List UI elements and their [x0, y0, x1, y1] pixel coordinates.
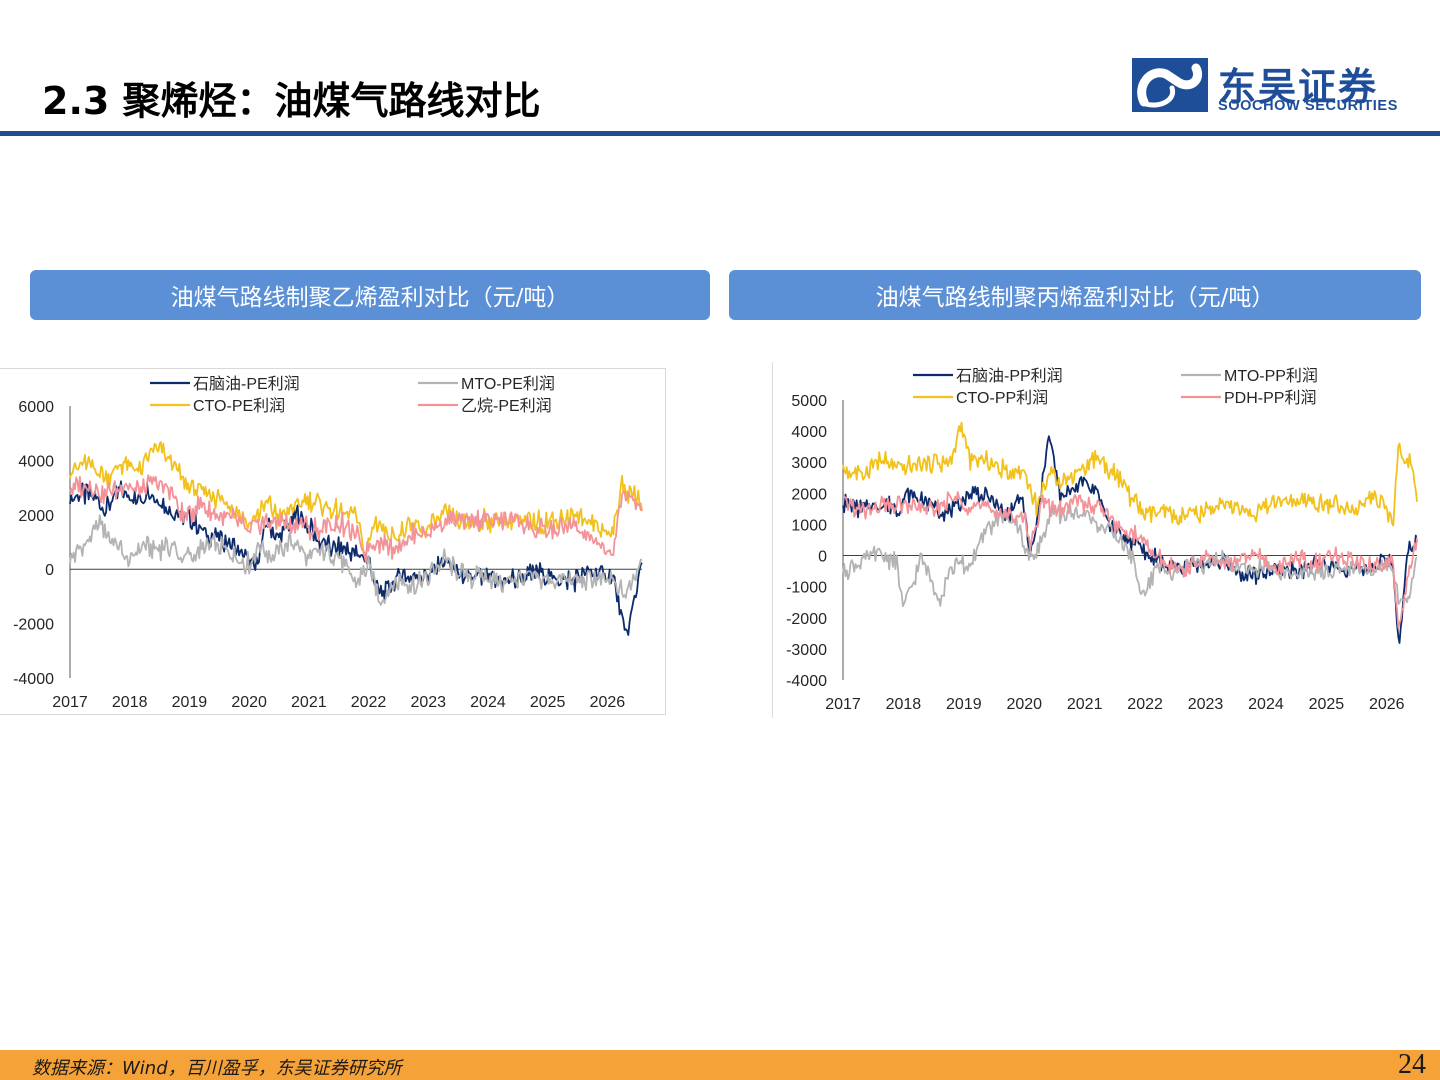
y-tick-label: 4000 — [791, 424, 827, 441]
x-tick-label: 2023 — [1188, 696, 1224, 713]
company-logo: 东吴证券 SOOCHOW SECURITIES — [1132, 56, 1412, 116]
pe-profit-chart: 6000 4000 2000 0 -2000 -4000 2017 2018 2019 2020 2… — [0, 368, 666, 715]
x-tick-label: 2017 — [52, 694, 88, 711]
series-line — [69, 480, 643, 636]
x-tick-label: 2018 — [886, 696, 922, 713]
y-tick-label: 0 — [45, 562, 54, 579]
y-tick-label: -4000 — [786, 673, 827, 690]
x-tick-label: 2025 — [530, 694, 566, 711]
legend-label: MTO-PE利润 — [461, 375, 555, 393]
legend-label: 石脑油-PE利润 — [193, 375, 300, 393]
legend-label: CTO-PP利润 — [956, 389, 1048, 407]
y-tick-label: 2000 — [791, 486, 827, 503]
y-tick-label: 0 — [818, 549, 827, 566]
legend-label: CTO-PE利润 — [193, 397, 285, 415]
left-panel-title: 油煤气路线制聚乙烯盈利对比（元/吨） — [30, 270, 710, 320]
x-tick-label: 2024 — [470, 694, 506, 711]
series-line — [842, 503, 1418, 608]
x-tick-label: 2019 — [946, 696, 982, 713]
logo-chinese-name: 东吴证券 — [1218, 65, 1379, 109]
footer-bar — [0, 1050, 1440, 1080]
x-tick-label: 2025 — [1309, 696, 1345, 713]
series-line — [842, 421, 1418, 527]
y-tick-label: 6000 — [18, 399, 54, 416]
pp-profit-chart-svg: 5000 4000 3000 2000 1000 0 -1000 -2000 -3000 -400… — [786, 367, 1418, 713]
y-tick-label: -3000 — [786, 642, 827, 659]
x-tick-label: 2019 — [172, 694, 208, 711]
pp-profit-chart: 5000 4000 3000 2000 1000 0 -1000 -2000 -3000 -400… — [772, 362, 1440, 718]
legend-label: 石脑油-PP利润 — [956, 367, 1063, 385]
x-tick-label: 2024 — [1248, 696, 1284, 713]
x-tick-label: 2020 — [231, 694, 267, 711]
x-tick-label: 2017 — [825, 696, 861, 713]
y-tick-label: 2000 — [18, 508, 54, 525]
series-line — [69, 514, 642, 606]
series-line — [842, 491, 1418, 629]
pe-profit-chart-svg: 6000 4000 2000 0 -2000 -4000 2017 2018 2019 2020 2… — [13, 375, 643, 711]
series-line — [842, 435, 1418, 644]
y-tick-label: 3000 — [791, 455, 827, 472]
legend-label: 乙烷-PE利润 — [461, 397, 552, 415]
legend-label: PDH-PP利润 — [1224, 389, 1316, 407]
header-divider — [0, 131, 1440, 136]
y-tick-label: 5000 — [791, 393, 827, 410]
logo-mark-icon — [1132, 58, 1208, 112]
logo-english-name: SOOCHOW SECURITIES — [1218, 98, 1398, 114]
x-tick-label: 2021 — [1067, 696, 1103, 713]
x-tick-label: 2021 — [291, 694, 327, 711]
x-tick-label: 2018 — [112, 694, 148, 711]
y-tick-label: 1000 — [791, 517, 827, 534]
x-tick-label: 2023 — [410, 694, 446, 711]
page-title: 2.3 聚烯烃：油煤气路线对比 — [42, 79, 541, 123]
x-tick-label: 2026 — [1369, 696, 1405, 713]
right-panel-title: 油煤气路线制聚丙烯盈利对比（元/吨） — [729, 270, 1421, 320]
x-tick-label: 2026 — [590, 694, 626, 711]
data-source-note: 数据来源：Wind，百川盈孚，东吴证券研究所 — [32, 1058, 402, 1079]
legend-label: MTO-PP利润 — [1224, 367, 1318, 385]
y-tick-label: -4000 — [13, 671, 54, 688]
x-tick-label: 2022 — [351, 694, 387, 711]
x-tick-label: 2020 — [1006, 696, 1042, 713]
series-line — [69, 441, 643, 555]
y-tick-label: -2000 — [786, 611, 827, 628]
y-tick-label: -1000 — [786, 580, 827, 597]
series-line — [69, 474, 643, 564]
y-tick-label: 4000 — [18, 453, 54, 470]
x-tick-label: 2022 — [1127, 696, 1163, 713]
page-number: 24 — [1398, 1049, 1426, 1080]
y-tick-label: -2000 — [13, 617, 54, 634]
